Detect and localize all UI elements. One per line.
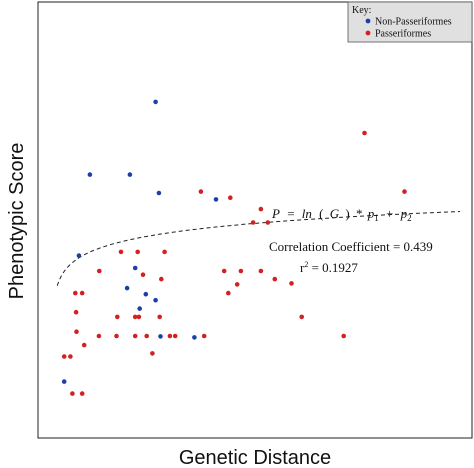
non-passeriformes-point xyxy=(156,190,162,196)
legend-label-non-passeriformes: Non-Passeriformes xyxy=(375,17,452,28)
correlation-coefficient-label: Correlation Coefficient = 0.439 xyxy=(269,239,433,254)
passeriformes-point xyxy=(167,333,173,339)
non-passeriformes-point xyxy=(213,197,219,202)
passeriformes-point xyxy=(258,268,264,274)
non-passeriformes-point xyxy=(127,172,133,177)
data-points xyxy=(61,99,407,396)
passeriformes-point xyxy=(159,276,164,282)
passeriformes-point xyxy=(81,342,87,348)
passeriformes-point xyxy=(198,189,204,194)
legend: Key: Non-Passeriformes Passeriformes xyxy=(347,1,473,43)
passeriformes-point xyxy=(234,282,240,287)
legend-swatch-non-passeriformes xyxy=(365,18,371,24)
passeriformes-point xyxy=(162,249,167,255)
non-passeriformes-point xyxy=(124,285,130,291)
non-passeriformes-point xyxy=(158,334,163,339)
non-passeriformes-point xyxy=(153,99,158,105)
legend-swatch-passeriformes xyxy=(365,30,371,36)
passeriformes-point xyxy=(96,333,102,339)
passeriformes-point xyxy=(114,333,119,339)
x-axis-title: Genetic Distance xyxy=(179,447,331,468)
passeriformes-point xyxy=(341,333,347,339)
passeriformes-point xyxy=(136,314,142,320)
passeriformes-point xyxy=(135,249,140,255)
passeriformes-point xyxy=(97,268,102,274)
passeriformes-point xyxy=(150,351,155,356)
passeriformes-point xyxy=(70,391,75,396)
non-passeriformes-point xyxy=(192,335,197,340)
passeriformes-point xyxy=(258,206,264,212)
passeriformes-point xyxy=(140,272,146,278)
passeriformes-point xyxy=(299,314,305,320)
passeriformes-point xyxy=(221,268,227,274)
passeriformes-point xyxy=(201,333,207,339)
non-passeriformes-point xyxy=(137,306,142,311)
non-passeriformes-point xyxy=(87,172,93,177)
legend-title: Key: xyxy=(352,5,371,16)
passeriformes-point xyxy=(74,329,79,335)
fit-equation: P = ln ( G ) * p1 + p2 xyxy=(271,206,412,224)
passeriformes-point xyxy=(157,314,162,320)
regression-curve xyxy=(56,211,461,286)
passeriformes-point xyxy=(144,333,149,339)
passeriformes-point xyxy=(73,290,78,296)
passeriformes-point xyxy=(115,314,120,320)
passeriformes-point xyxy=(61,354,67,359)
passeriformes-point xyxy=(68,354,73,359)
non-passeriformes-point xyxy=(143,291,149,297)
non-passeriformes-point xyxy=(61,379,67,384)
passeriformes-point xyxy=(132,333,138,339)
passeriformes-point xyxy=(265,220,271,225)
passeriformes-point xyxy=(228,195,233,200)
passeriformes-point xyxy=(79,290,85,296)
passeriformes-point xyxy=(250,220,256,225)
passeriformes-point xyxy=(79,391,85,396)
passeriformes-point xyxy=(402,189,407,194)
passeriformes-point xyxy=(73,309,79,315)
legend-label-passeriformes: Passeriformes xyxy=(375,29,431,40)
passeriformes-point xyxy=(272,276,278,282)
passeriformes-point xyxy=(238,268,244,274)
passeriformes-point xyxy=(226,290,231,296)
r-squared-label: r2 = 0.1927 xyxy=(300,260,358,275)
plot-area xyxy=(37,1,473,439)
passeriformes-point xyxy=(132,314,138,320)
passeriformes-point xyxy=(172,333,178,339)
y-axis-title: Phenotypic Score xyxy=(6,143,28,300)
non-passeriformes-point xyxy=(76,253,82,258)
passeriformes-point xyxy=(362,130,367,136)
passeriformes-point xyxy=(118,249,124,255)
passeriformes-point xyxy=(289,281,294,286)
non-passeriformes-point xyxy=(132,265,138,271)
non-passeriformes-point xyxy=(153,297,158,303)
